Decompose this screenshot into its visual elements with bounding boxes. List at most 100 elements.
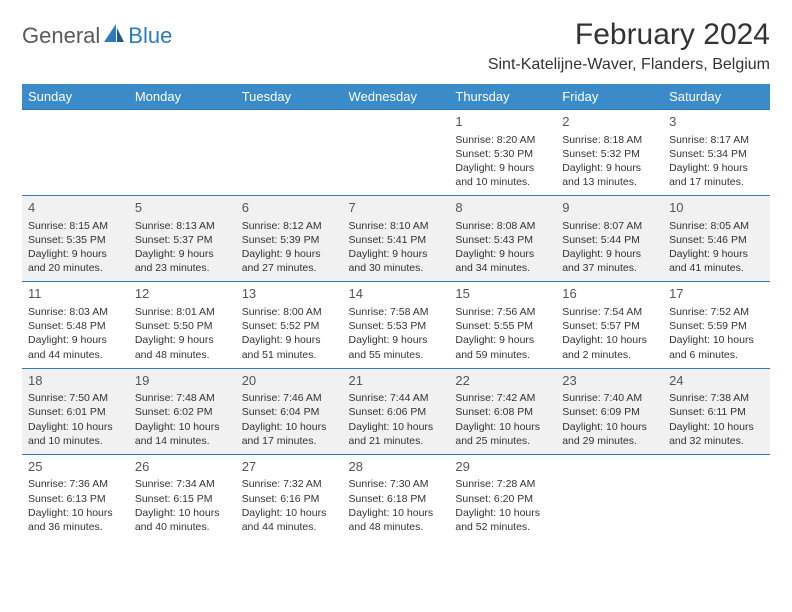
sunset-text: Sunset: 5:32 PM <box>562 147 657 161</box>
daylight-text: and 30 minutes. <box>349 261 444 275</box>
daylight-text: and 59 minutes. <box>455 348 550 362</box>
calendar-empty-cell <box>556 454 663 540</box>
sunrise-text: Sunrise: 8:15 AM <box>28 219 123 233</box>
sunrise-text: Sunrise: 8:00 AM <box>242 305 337 319</box>
calendar-week-row: 4Sunrise: 8:15 AMSunset: 5:35 PMDaylight… <box>22 196 770 282</box>
day-number: 28 <box>349 458 444 476</box>
calendar-day-cell: 6Sunrise: 8:12 AMSunset: 5:39 PMDaylight… <box>236 196 343 282</box>
calendar-head: SundayMondayTuesdayWednesdayThursdayFrid… <box>22 84 770 110</box>
day-number: 10 <box>669 199 764 217</box>
sunrise-text: Sunrise: 7:44 AM <box>349 391 444 405</box>
day-number: 11 <box>28 285 123 303</box>
day-number: 3 <box>669 113 764 131</box>
sunrise-text: Sunrise: 7:30 AM <box>349 477 444 491</box>
sunrise-text: Sunrise: 7:40 AM <box>562 391 657 405</box>
calendar-week-row: 25Sunrise: 7:36 AMSunset: 6:13 PMDayligh… <box>22 454 770 540</box>
daylight-text: Daylight: 10 hours <box>349 506 444 520</box>
weekday-header: Monday <box>129 84 236 110</box>
calendar-table: SundayMondayTuesdayWednesdayThursdayFrid… <box>22 84 770 540</box>
calendar-day-cell: 8Sunrise: 8:08 AMSunset: 5:43 PMDaylight… <box>449 196 556 282</box>
daylight-text: Daylight: 9 hours <box>455 333 550 347</box>
daylight-text: Daylight: 9 hours <box>455 247 550 261</box>
day-number: 4 <box>28 199 123 217</box>
daylight-text: and 44 minutes. <box>242 520 337 534</box>
day-number: 6 <box>242 199 337 217</box>
daylight-text: and 55 minutes. <box>349 348 444 362</box>
calendar-week-row: 11Sunrise: 8:03 AMSunset: 5:48 PMDayligh… <box>22 282 770 368</box>
sunrise-text: Sunrise: 7:36 AM <box>28 477 123 491</box>
sunset-text: Sunset: 6:02 PM <box>135 405 230 419</box>
daylight-text: and 27 minutes. <box>242 261 337 275</box>
calendar-day-cell: 7Sunrise: 8:10 AMSunset: 5:41 PMDaylight… <box>343 196 450 282</box>
month-title: February 2024 <box>488 18 770 52</box>
sunset-text: Sunset: 5:34 PM <box>669 147 764 161</box>
calendar-week-row: 18Sunrise: 7:50 AMSunset: 6:01 PMDayligh… <box>22 368 770 454</box>
calendar-day-cell: 27Sunrise: 7:32 AMSunset: 6:16 PMDayligh… <box>236 454 343 540</box>
sunset-text: Sunset: 5:55 PM <box>455 319 550 333</box>
sunset-text: Sunset: 5:48 PM <box>28 319 123 333</box>
daylight-text: Daylight: 10 hours <box>455 506 550 520</box>
sunrise-text: Sunrise: 7:48 AM <box>135 391 230 405</box>
day-number: 19 <box>135 372 230 390</box>
day-number: 13 <box>242 285 337 303</box>
brand-general: General <box>22 23 100 49</box>
day-number: 29 <box>455 458 550 476</box>
daylight-text: Daylight: 9 hours <box>135 333 230 347</box>
sunrise-text: Sunrise: 8:13 AM <box>135 219 230 233</box>
day-number: 14 <box>349 285 444 303</box>
calendar-day-cell: 19Sunrise: 7:48 AMSunset: 6:02 PMDayligh… <box>129 368 236 454</box>
brand-logo: General Blue <box>22 22 172 49</box>
daylight-text: and 37 minutes. <box>562 261 657 275</box>
daylight-text: and 34 minutes. <box>455 261 550 275</box>
daylight-text: and 41 minutes. <box>669 261 764 275</box>
calendar-empty-cell <box>663 454 770 540</box>
day-number: 2 <box>562 113 657 131</box>
calendar-empty-cell <box>343 110 450 196</box>
day-number: 22 <box>455 372 550 390</box>
sunset-text: Sunset: 6:04 PM <box>242 405 337 419</box>
daylight-text: and 20 minutes. <box>28 261 123 275</box>
weekday-header: Sunday <box>22 84 129 110</box>
calendar-day-cell: 26Sunrise: 7:34 AMSunset: 6:15 PMDayligh… <box>129 454 236 540</box>
sunset-text: Sunset: 5:53 PM <box>349 319 444 333</box>
day-number: 23 <box>562 372 657 390</box>
daylight-text: and 29 minutes. <box>562 434 657 448</box>
daylight-text: Daylight: 9 hours <box>28 333 123 347</box>
day-number: 21 <box>349 372 444 390</box>
daylight-text: and 32 minutes. <box>669 434 764 448</box>
daylight-text: and 6 minutes. <box>669 348 764 362</box>
sunset-text: Sunset: 5:57 PM <box>562 319 657 333</box>
sunrise-text: Sunrise: 8:07 AM <box>562 219 657 233</box>
sunset-text: Sunset: 5:37 PM <box>135 233 230 247</box>
day-number: 5 <box>135 199 230 217</box>
daylight-text: and 21 minutes. <box>349 434 444 448</box>
sunset-text: Sunset: 5:52 PM <box>242 319 337 333</box>
daylight-text: and 17 minutes. <box>242 434 337 448</box>
weekday-header: Saturday <box>663 84 770 110</box>
calendar-day-cell: 29Sunrise: 7:28 AMSunset: 6:20 PMDayligh… <box>449 454 556 540</box>
sunset-text: Sunset: 6:13 PM <box>28 492 123 506</box>
daylight-text: Daylight: 10 hours <box>28 506 123 520</box>
daylight-text: Daylight: 10 hours <box>28 420 123 434</box>
sunset-text: Sunset: 5:46 PM <box>669 233 764 247</box>
daylight-text: and 23 minutes. <box>135 261 230 275</box>
sunrise-text: Sunrise: 8:01 AM <box>135 305 230 319</box>
daylight-text: Daylight: 9 hours <box>242 333 337 347</box>
sunrise-text: Sunrise: 7:50 AM <box>28 391 123 405</box>
daylight-text: Daylight: 10 hours <box>349 420 444 434</box>
calendar-empty-cell <box>129 110 236 196</box>
sunrise-text: Sunrise: 7:52 AM <box>669 305 764 319</box>
daylight-text: Daylight: 9 hours <box>562 161 657 175</box>
daylight-text: Daylight: 10 hours <box>669 333 764 347</box>
day-number: 16 <box>562 285 657 303</box>
day-number: 27 <box>242 458 337 476</box>
day-number: 26 <box>135 458 230 476</box>
page-header: General Blue February 2024 Sint-Katelijn… <box>22 18 770 74</box>
daylight-text: Daylight: 10 hours <box>562 420 657 434</box>
calendar-day-cell: 5Sunrise: 8:13 AMSunset: 5:37 PMDaylight… <box>129 196 236 282</box>
calendar-empty-cell <box>236 110 343 196</box>
sunset-text: Sunset: 6:15 PM <box>135 492 230 506</box>
calendar-day-cell: 18Sunrise: 7:50 AMSunset: 6:01 PMDayligh… <box>22 368 129 454</box>
calendar-day-cell: 9Sunrise: 8:07 AMSunset: 5:44 PMDaylight… <box>556 196 663 282</box>
brand-blue: Blue <box>128 23 172 49</box>
